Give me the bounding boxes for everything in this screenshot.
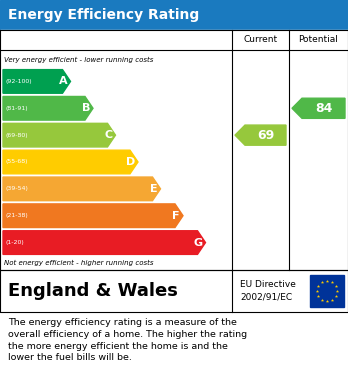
Text: Not energy efficient - higher running costs: Not energy efficient - higher running co… bbox=[4, 260, 153, 266]
Bar bbox=[0, 0, 348, 30]
Text: (92-100): (92-100) bbox=[6, 79, 33, 84]
Text: (81-91): (81-91) bbox=[6, 106, 29, 111]
Text: 69: 69 bbox=[257, 129, 274, 142]
Text: F: F bbox=[172, 211, 180, 221]
Polygon shape bbox=[3, 204, 183, 228]
Text: Energy Efficiency Rating: Energy Efficiency Rating bbox=[8, 8, 199, 22]
Text: (1-20): (1-20) bbox=[6, 240, 25, 245]
Text: 2002/91/EC: 2002/91/EC bbox=[240, 293, 292, 302]
Text: (39-54): (39-54) bbox=[6, 187, 29, 191]
Text: D: D bbox=[126, 157, 136, 167]
Text: A: A bbox=[59, 76, 68, 86]
Polygon shape bbox=[292, 98, 345, 118]
Text: EU Directive: EU Directive bbox=[240, 280, 296, 289]
Text: Potential: Potential bbox=[299, 36, 339, 45]
Text: (55-68): (55-68) bbox=[6, 160, 29, 165]
Polygon shape bbox=[3, 97, 93, 120]
Text: C: C bbox=[104, 130, 112, 140]
Polygon shape bbox=[3, 177, 160, 201]
Text: G: G bbox=[194, 238, 203, 248]
Polygon shape bbox=[3, 123, 116, 147]
Text: The energy efficiency rating is a measure of the
overall efficiency of a home. T: The energy efficiency rating is a measur… bbox=[8, 318, 247, 362]
Bar bbox=[0, 270, 348, 312]
Text: B: B bbox=[82, 103, 90, 113]
Text: (21-38): (21-38) bbox=[6, 213, 29, 218]
Polygon shape bbox=[3, 70, 71, 93]
Polygon shape bbox=[235, 125, 286, 145]
Bar bbox=[0, 30, 348, 270]
Bar bbox=[310, 275, 344, 307]
Text: Very energy efficient - lower running costs: Very energy efficient - lower running co… bbox=[4, 57, 153, 63]
Text: (69-80): (69-80) bbox=[6, 133, 29, 138]
Polygon shape bbox=[3, 150, 138, 174]
Text: E: E bbox=[150, 184, 157, 194]
Text: England & Wales: England & Wales bbox=[8, 282, 178, 300]
Polygon shape bbox=[3, 231, 206, 255]
Text: Current: Current bbox=[244, 36, 278, 45]
Text: 84: 84 bbox=[315, 102, 332, 115]
